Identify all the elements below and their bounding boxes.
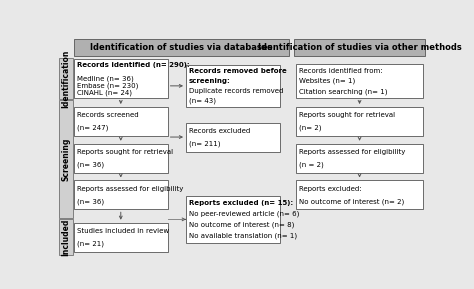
Text: Identification of studies via other methods: Identification of studies via other meth… [258,43,461,52]
Text: (n= 21): (n= 21) [77,241,104,247]
FancyBboxPatch shape [296,107,423,136]
Text: Records identified from:: Records identified from: [299,68,383,74]
FancyBboxPatch shape [296,144,423,173]
FancyBboxPatch shape [186,196,280,243]
Text: (n= 36): (n= 36) [77,198,104,205]
FancyBboxPatch shape [59,219,73,255]
Text: Identification of studies via databases: Identification of studies via databases [90,43,273,52]
Text: Identification: Identification [62,49,71,108]
Text: (n= 36): (n= 36) [77,162,104,168]
FancyBboxPatch shape [74,39,289,56]
Text: Reports sought for retrieval: Reports sought for retrieval [77,149,173,155]
Text: Reports assessed for eligibility: Reports assessed for eligibility [299,149,405,155]
Text: Records removed before: Records removed before [189,68,287,74]
FancyBboxPatch shape [59,100,73,218]
FancyBboxPatch shape [296,64,423,98]
Text: Citation searching (n= 1): Citation searching (n= 1) [299,88,388,95]
Text: (n= 247): (n= 247) [77,125,108,131]
Text: Records excluded: Records excluded [189,128,250,134]
Text: screening:: screening: [189,78,231,84]
FancyBboxPatch shape [74,180,168,209]
Text: No peer-reviewed article (n= 6): No peer-reviewed article (n= 6) [189,211,299,217]
FancyBboxPatch shape [186,123,280,151]
FancyBboxPatch shape [59,58,73,99]
FancyBboxPatch shape [74,223,168,252]
Text: (n= 43): (n= 43) [189,97,216,104]
FancyBboxPatch shape [186,65,280,107]
FancyBboxPatch shape [74,59,168,98]
FancyBboxPatch shape [296,180,423,209]
Text: (n= 211): (n= 211) [189,140,220,147]
Text: Reports excluded (n= 15):: Reports excluded (n= 15): [189,200,293,206]
Text: Records identified (n= 290):: Records identified (n= 290): [77,62,190,68]
FancyBboxPatch shape [74,107,168,136]
Text: No outcome of interest (n= 2): No outcome of interest (n= 2) [299,198,404,205]
FancyBboxPatch shape [294,39,425,56]
Text: Included: Included [62,218,71,256]
Text: Records screened: Records screened [77,112,138,118]
Text: Studies included in review: Studies included in review [77,228,169,234]
Text: Medline (n= 36): Medline (n= 36) [77,76,134,82]
Text: Duplicate records removed: Duplicate records removed [189,88,283,94]
Text: Reports assessed for eligibility: Reports assessed for eligibility [77,186,183,192]
Text: Reports excluded:: Reports excluded: [299,186,362,192]
Text: Screening: Screening [62,138,71,181]
FancyBboxPatch shape [74,144,168,173]
Text: No outcome of interest (n= 8): No outcome of interest (n= 8) [189,222,294,228]
Text: Embase (n= 230): Embase (n= 230) [77,83,138,89]
Text: CINAHL (n= 24): CINAHL (n= 24) [77,90,132,97]
Text: Reports sought for retrieval: Reports sought for retrieval [299,112,395,118]
Text: No available translation (n= 1): No available translation (n= 1) [189,233,297,239]
Text: (n = 2): (n = 2) [299,162,324,168]
Text: (n= 2): (n= 2) [299,125,322,131]
Text: Websites (n= 1): Websites (n= 1) [299,78,356,84]
